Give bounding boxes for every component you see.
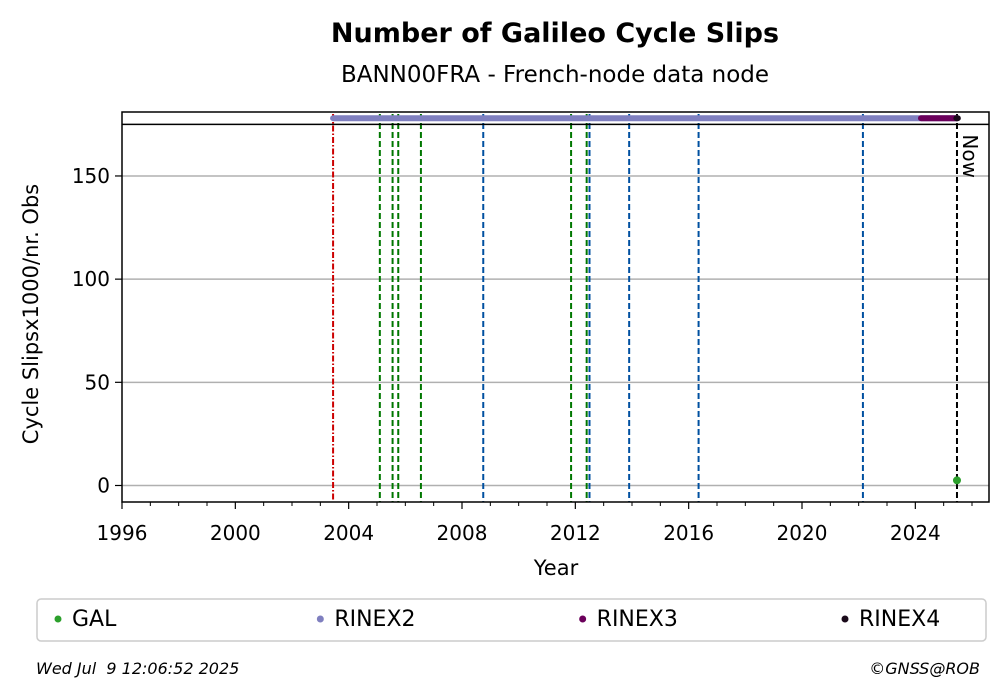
- data-series: [330, 115, 961, 485]
- legend-marker-rinex4: [841, 615, 849, 623]
- x-tick-label: 2012: [550, 521, 601, 545]
- event-lines: Now: [332, 114, 982, 502]
- chart-subtitle: BANN00FRA - French-node data node: [341, 62, 769, 88]
- legend-marker-rinex2: [316, 615, 324, 623]
- legend-label-rinex2: RINEX2: [334, 607, 415, 632]
- y-axis: 0 50 100 150: [72, 164, 122, 497]
- legend: GAL RINEX2 RINEX3 RINEX4: [36, 598, 987, 642]
- event-label-now: Now: [958, 134, 982, 178]
- plot-border: [121, 111, 990, 503]
- footer-timestamp: Wed Jul 9 12:06:52 2025: [36, 659, 239, 678]
- plot-frame: [121, 111, 990, 503]
- y-tick-label: 50: [85, 370, 110, 394]
- legend-label-rinex3: RINEX3: [597, 607, 678, 632]
- chart-title: Number of Galileo Cycle Slips: [331, 18, 779, 49]
- series-gal-point: [952, 476, 961, 485]
- legend-label-gal: GAL: [72, 607, 117, 632]
- x-tick-label: 2008: [437, 521, 488, 545]
- y-tick-label: 100: [72, 267, 110, 291]
- x-tick-label: 2004: [323, 521, 374, 545]
- grid-lines: [122, 175, 989, 487]
- y-tick-label: 0: [97, 473, 110, 497]
- y-axis-label: Cycle Slipsx1000/nr. Obs: [19, 184, 43, 444]
- legend-box: [36, 598, 987, 642]
- x-tick-label: 1996: [97, 521, 148, 545]
- x-axis: 1996 2000 2004 2008 2012 2016 2020 2024: [97, 502, 973, 545]
- x-tick-label: 2000: [210, 521, 261, 545]
- x-tick-label: 2024: [890, 521, 941, 545]
- footer-copyright: ©GNSS@ROB: [869, 659, 980, 678]
- legend-label-rinex4: RINEX4: [859, 607, 940, 632]
- x-tick-label: 2020: [777, 521, 828, 545]
- x-axis-label: Year: [533, 556, 579, 580]
- x-tick-label: 2016: [663, 521, 714, 545]
- y-tick-label: 150: [72, 164, 110, 188]
- legend-marker-rinex3: [579, 615, 587, 623]
- legend-marker-gal: [54, 615, 62, 623]
